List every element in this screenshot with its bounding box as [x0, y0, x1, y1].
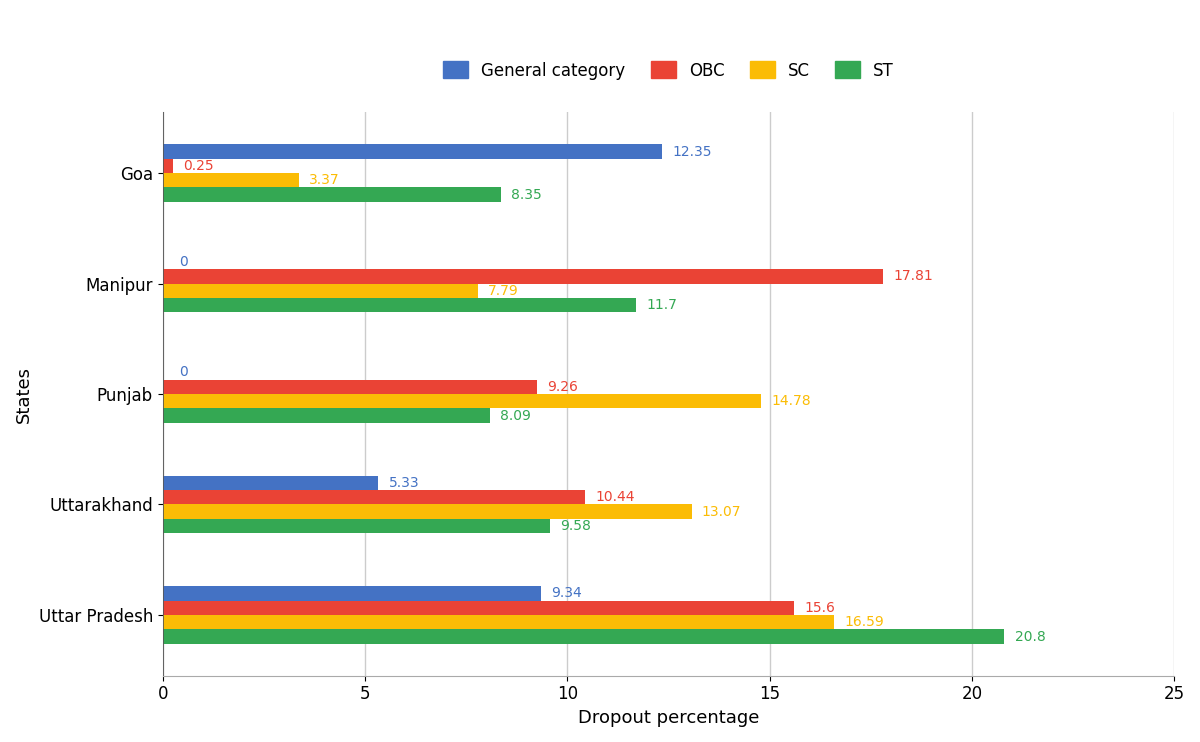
Text: 8.09: 8.09 — [500, 409, 532, 422]
Text: 9.26: 9.26 — [547, 380, 578, 394]
Bar — [163, 629, 1004, 644]
Bar — [163, 394, 761, 408]
Text: 0.25: 0.25 — [182, 159, 214, 173]
Text: 0: 0 — [179, 255, 187, 269]
Text: 9.34: 9.34 — [551, 586, 582, 600]
Text: 7.79: 7.79 — [488, 283, 518, 298]
Bar — [163, 519, 551, 533]
Bar — [163, 269, 883, 283]
Text: 3.37: 3.37 — [310, 174, 340, 187]
Text: 10.44: 10.44 — [595, 490, 635, 505]
Legend: General category, OBC, SC, ST: General category, OBC, SC, ST — [434, 53, 902, 88]
Bar — [163, 298, 636, 312]
Bar — [163, 145, 662, 159]
Text: 16.59: 16.59 — [844, 615, 884, 629]
Text: 5.33: 5.33 — [389, 476, 419, 490]
Bar — [163, 490, 586, 505]
Text: 12.35: 12.35 — [672, 145, 712, 159]
Text: 8.35: 8.35 — [511, 188, 541, 202]
X-axis label: Dropout percentage: Dropout percentage — [578, 709, 760, 727]
Bar — [163, 188, 500, 202]
Text: 17.81: 17.81 — [894, 269, 934, 283]
Text: 14.78: 14.78 — [770, 394, 810, 408]
Bar — [163, 159, 173, 173]
Text: 15.6: 15.6 — [804, 601, 835, 615]
Bar — [163, 600, 794, 615]
Bar — [163, 615, 834, 629]
Text: 13.07: 13.07 — [702, 505, 742, 519]
Bar — [163, 380, 538, 394]
Bar — [163, 283, 478, 298]
Bar — [163, 586, 541, 600]
Bar — [163, 408, 490, 423]
Text: 20.8: 20.8 — [1014, 629, 1045, 643]
Bar — [163, 505, 691, 519]
Y-axis label: States: States — [16, 366, 34, 422]
Text: 0: 0 — [179, 366, 187, 379]
Bar — [163, 476, 378, 490]
Bar — [163, 173, 299, 188]
Text: 11.7: 11.7 — [647, 298, 677, 312]
Text: 9.58: 9.58 — [560, 519, 592, 533]
